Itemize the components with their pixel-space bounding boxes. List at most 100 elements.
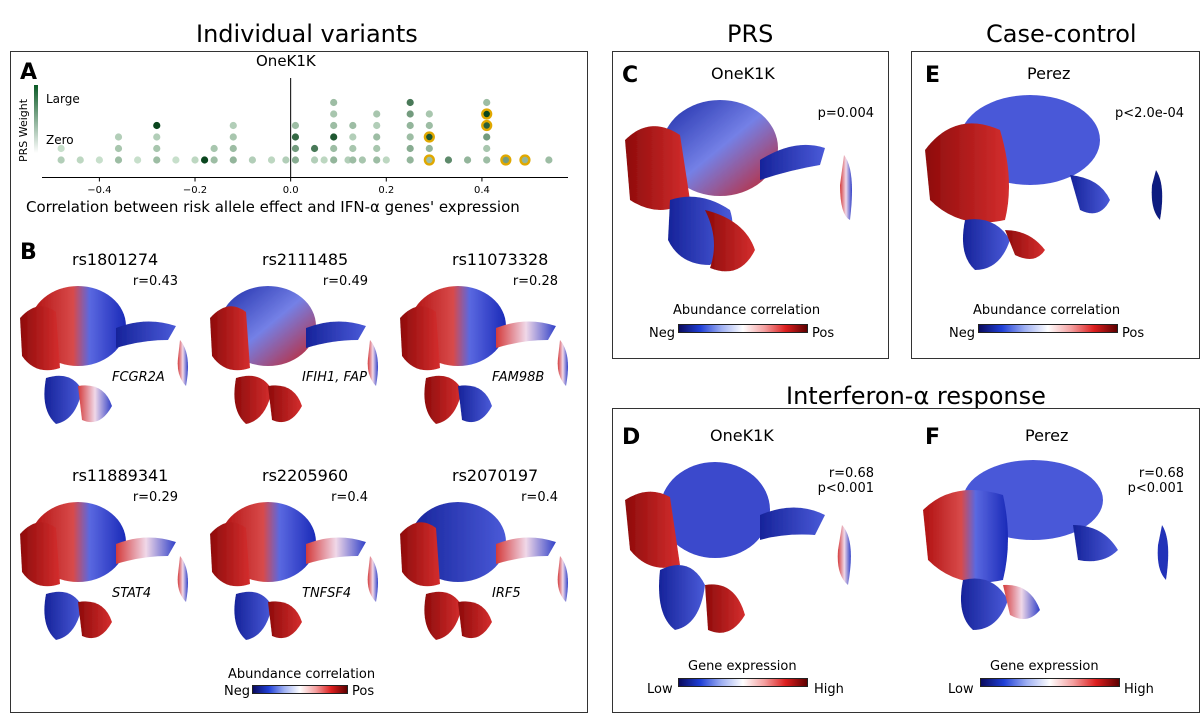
prs-legend-large: Large xyxy=(46,92,80,106)
variant-panel-rs1801274: rs1801274 r=0.43 FCGR2A xyxy=(16,250,198,450)
variant-panel-rs2070197: rs2070197 r=0.4 IRF5 xyxy=(396,466,578,666)
variant-dot xyxy=(114,144,123,153)
variant-dot xyxy=(134,156,142,164)
panel-f-label: F xyxy=(925,425,941,450)
variant-panel-rs11889341: rs11889341 r=0.29 STAT4 xyxy=(16,466,198,666)
panel-b-colorbar-title: Abundance correlation xyxy=(228,667,376,682)
x-tick-label: −0.4 xyxy=(87,185,111,196)
variant-dot xyxy=(229,133,237,141)
panel-c-colorbar-pos: Pos xyxy=(812,326,835,341)
x-tick-label: −0.2 xyxy=(183,185,207,196)
panel-a-title: OneK1K xyxy=(256,52,316,70)
variant-dot xyxy=(545,156,553,164)
variant-dot xyxy=(330,121,338,130)
variant-dot xyxy=(373,133,381,141)
variant-id: rs11073328 xyxy=(452,250,549,269)
panel-e-label: E xyxy=(925,63,941,88)
variant-umap xyxy=(400,286,568,424)
highlighted-variant-dot xyxy=(423,131,435,143)
x-tick-label: 0.2 xyxy=(378,185,394,196)
variant-dot xyxy=(172,156,180,164)
variant-id: rs1801274 xyxy=(72,250,159,269)
variant-dot xyxy=(57,156,65,164)
variant-umap xyxy=(400,502,568,640)
panel-e-colorbar xyxy=(978,324,1118,333)
variant-umap xyxy=(20,286,188,424)
highlighted-variant-dot xyxy=(500,154,512,166)
panel-d-title: OneK1K xyxy=(710,426,774,445)
variant-id: rs2205960 xyxy=(262,466,349,485)
panel-c-title: OneK1K xyxy=(711,64,775,83)
variant-r: r=0.49 xyxy=(322,274,368,289)
dot-marks xyxy=(57,98,553,166)
variant-dot xyxy=(349,144,357,153)
variant-id: rs2070197 xyxy=(452,466,539,485)
variant-dot xyxy=(310,144,319,153)
panel-d-label: D xyxy=(622,425,641,450)
panel-c-label: C xyxy=(622,63,639,88)
variant-dot xyxy=(248,156,256,164)
variant-dot xyxy=(153,144,161,153)
x-tick-label: 0.0 xyxy=(283,185,299,196)
variant-dot xyxy=(320,156,328,164)
section-title-interferon: Interferon-α response xyxy=(786,382,1046,410)
variant-dot xyxy=(310,156,319,164)
variant-dot xyxy=(358,156,366,164)
variant-dot xyxy=(291,133,300,141)
panel-a-label: A xyxy=(20,60,38,85)
variant-dot xyxy=(373,121,381,130)
panel-b-colorbar-pos: Pos xyxy=(352,684,375,699)
panel-f-colorbar-high: High xyxy=(1124,682,1154,697)
variant-gene: IFIH1, FAP xyxy=(302,370,367,385)
variant-dot xyxy=(349,121,357,130)
variant-dot xyxy=(291,144,300,153)
variant-gene: FAM98B xyxy=(492,370,545,385)
prs-weight-legend-bar xyxy=(34,85,38,153)
panel-f-colorbar-title: Gene expression xyxy=(990,659,1099,674)
variant-dot xyxy=(229,121,237,130)
variant-dot xyxy=(57,144,65,153)
section-title-case-control: Case-control xyxy=(986,20,1137,48)
variant-dot xyxy=(425,110,433,118)
variant-dot xyxy=(483,133,491,141)
variant-dot xyxy=(406,98,414,107)
variant-gene: TNFSF4 xyxy=(302,586,352,601)
panel-f-colorbar xyxy=(980,678,1120,687)
variant-dot xyxy=(373,156,381,164)
variant-dot xyxy=(349,133,357,141)
variant-id: rs11889341 xyxy=(72,466,169,485)
panel-f-umap xyxy=(923,460,1169,630)
panel-e-title: Perez xyxy=(1027,64,1071,83)
panel-a-xlabel: Correlation between risk allele effect a… xyxy=(26,198,520,216)
variant-dot xyxy=(153,156,161,164)
variant-gene: FCGR2A xyxy=(112,370,165,385)
panel-f-p: p<0.001 xyxy=(1127,481,1184,496)
variant-r: r=0.43 xyxy=(132,274,178,289)
variant-dot xyxy=(267,156,276,164)
variant-r: r=0.28 xyxy=(512,274,558,289)
variant-dot xyxy=(191,156,199,164)
variant-id: rs2111485 xyxy=(262,250,349,269)
dot-plot: PRS Weight Large Zero −0.4 −0.2 0.0 0.2 0.4 xyxy=(17,78,568,196)
panel-e-colorbar-title: Abundance correlation xyxy=(973,303,1121,318)
variant-dot xyxy=(291,156,300,164)
panel-b-colorbar xyxy=(252,685,348,694)
variant-dot xyxy=(330,144,338,153)
variant-dot xyxy=(373,144,381,153)
variant-dot xyxy=(425,144,433,153)
variant-dot xyxy=(291,121,300,130)
panel-c-colorbar-neg: Neg xyxy=(649,326,675,341)
variant-dot xyxy=(330,98,338,107)
variant-umap xyxy=(210,502,378,640)
section-title-individual: Individual variants xyxy=(196,20,418,48)
panel-c-umap xyxy=(625,100,852,272)
panel-b-colorbar-neg: Neg xyxy=(224,684,250,699)
prs-legend-zero: Zero xyxy=(46,133,74,147)
panel-e-pvalue: p<2.0e-04 xyxy=(1114,106,1184,121)
variant-dot xyxy=(76,156,84,164)
panel-e-colorbar-pos: Pos xyxy=(1122,326,1145,341)
variant-panel-rs11073328: rs11073328 r=0.28 FAM98B xyxy=(396,250,578,450)
variant-dot xyxy=(406,144,414,153)
panel-d-r: r=0.68 xyxy=(828,466,874,481)
panel-d-colorbar-title: Gene expression xyxy=(688,659,797,674)
